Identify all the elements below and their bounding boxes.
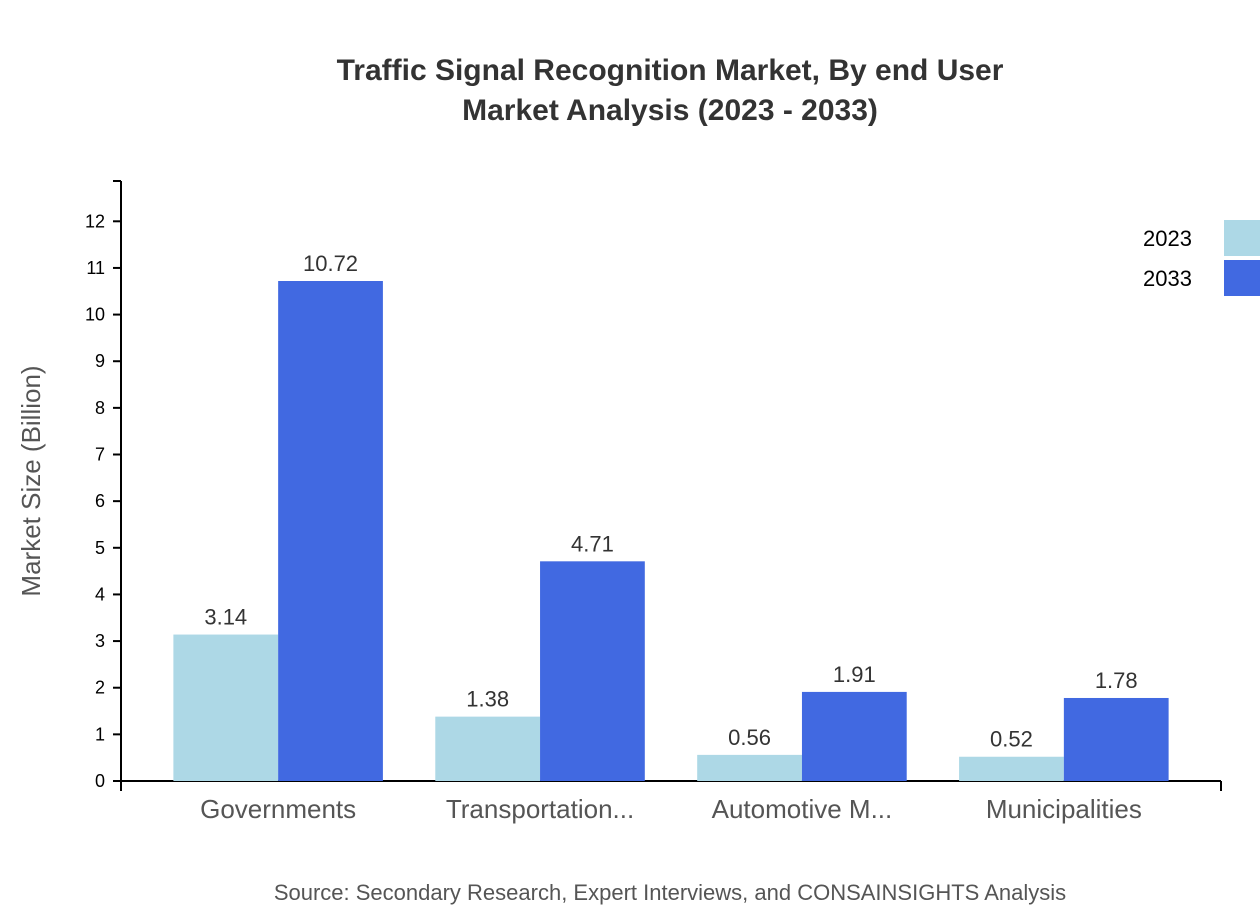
data-label: 1.78 xyxy=(1095,668,1138,693)
y-tick-label: 6 xyxy=(95,491,105,511)
bar-2033 xyxy=(801,691,907,781)
legend-swatch-2033 xyxy=(1224,260,1260,296)
bar-2033 xyxy=(540,561,645,781)
y-tick-label: 12 xyxy=(85,211,105,231)
y-tick-label: 3 xyxy=(95,631,105,651)
data-label: 0.52 xyxy=(990,727,1033,752)
bar-2033 xyxy=(1063,697,1169,781)
x-tick-label: Municipalities xyxy=(986,794,1142,824)
y-axis-label: Market Size (Billion) xyxy=(16,365,46,596)
bar-2033 xyxy=(278,281,383,781)
x-tick-label: Automotive M... xyxy=(712,794,893,824)
y-tick-label: 4 xyxy=(95,584,105,604)
y-tick-label: 1 xyxy=(95,724,105,744)
x-axis: Governments Transportation... Automotive M… xyxy=(120,780,1222,824)
data-label: 1.38 xyxy=(466,687,509,712)
data-label: 3.14 xyxy=(204,605,247,630)
chart-subtitle: Market Analysis (2023 - 2033) xyxy=(462,94,878,127)
bar-2023 xyxy=(435,716,541,781)
y-tick-label: 10 xyxy=(85,305,105,325)
x-tick-label: Governments xyxy=(200,794,356,824)
source-note: Source: Secondary Research, Expert Inter… xyxy=(274,880,1066,905)
y-tick-label: 7 xyxy=(95,445,105,465)
legend-label: 2033 xyxy=(1143,266,1192,291)
legend-label: 2023 xyxy=(1143,226,1192,251)
y-tick-label: 8 xyxy=(95,398,105,418)
y-tick-label: 9 xyxy=(95,351,105,371)
bar-2023 xyxy=(173,634,279,781)
data-label: 0.56 xyxy=(728,725,771,750)
chart-title: Traffic Signal Recognition Market, By en… xyxy=(337,54,1004,87)
y-tick-label: 2 xyxy=(95,678,105,698)
bar-2023 xyxy=(959,756,1064,781)
bar-2023 xyxy=(697,754,802,781)
data-label: 10.72 xyxy=(303,251,358,276)
bars: 3.14 10.72 1.38 4.71 0.56 1.91 0.52 1.78 xyxy=(173,251,1169,781)
x-tick-label: Transportation... xyxy=(446,794,634,824)
data-label: 1.91 xyxy=(833,662,876,687)
y-tick-label: 11 xyxy=(86,258,105,278)
y-tick-label: 0 xyxy=(95,771,105,791)
data-label: 4.71 xyxy=(571,531,614,556)
legend: 2023 2033 xyxy=(1143,220,1260,296)
y-tick-label: 5 xyxy=(95,538,105,558)
legend-swatch-2023 xyxy=(1224,220,1260,256)
